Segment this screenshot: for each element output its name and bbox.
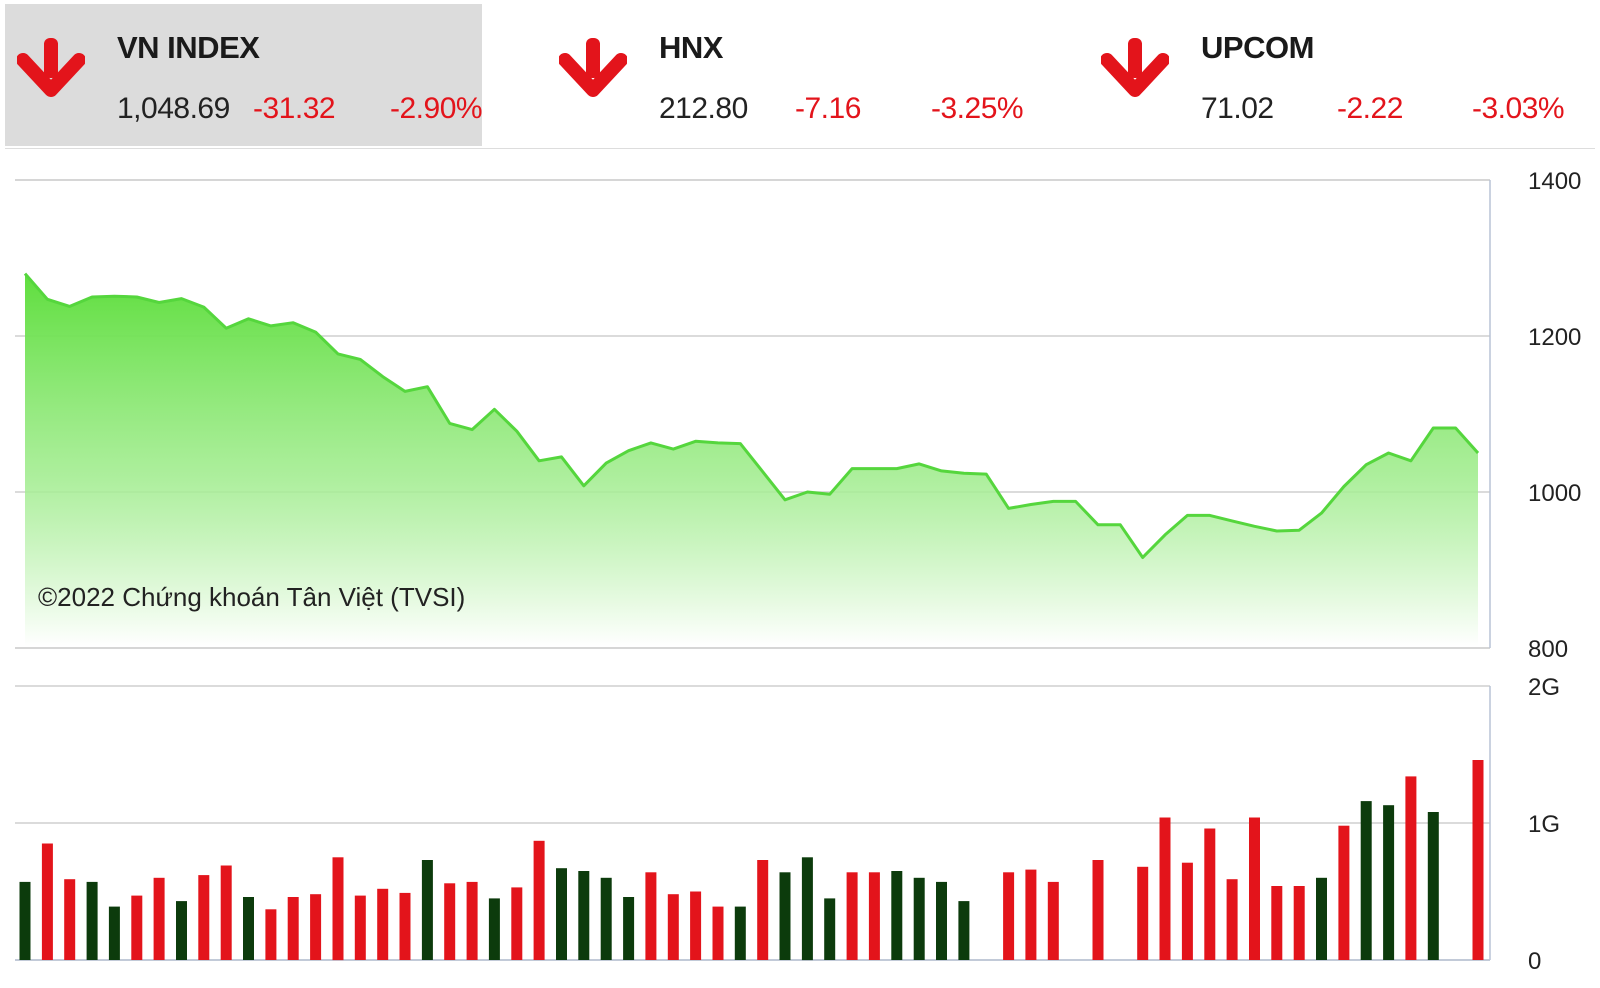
volume-bar: [64, 879, 76, 960]
volume-bar: [332, 857, 344, 961]
price-tick-label: 1200: [1528, 324, 1581, 351]
volume-bar: [176, 901, 187, 960]
index-header: VN INDEX 1,048.69 -31.32 -2.90% HNX 212.…: [0, 0, 1600, 152]
volume-bar: [399, 892, 411, 960]
index-change: -2.22: [1337, 92, 1403, 125]
volume-bar: [1137, 866, 1149, 960]
volume-bar: [958, 901, 970, 960]
down-arrow-icon: [559, 38, 627, 97]
volume-bar: [600, 877, 612, 960]
volume-bar: [354, 895, 366, 960]
volume-bar: [1271, 886, 1283, 960]
price-line: [23, 272, 1480, 559]
volume-bar: [153, 877, 165, 960]
index-change-pct: -2.90%: [390, 92, 483, 125]
index-panel-upcom[interactable]: UPCOM 71.02 -2.22 -3.03%: [1089, 4, 1597, 146]
index-value: 71.02: [1201, 92, 1274, 125]
volume-bar: [936, 881, 947, 960]
index-change: -31.32: [253, 92, 336, 125]
volume-bar: [712, 906, 724, 960]
header-divider: [5, 148, 1595, 149]
volume-bar: [824, 898, 836, 960]
volume-bar: [1249, 817, 1260, 960]
volume-bar: [757, 860, 769, 960]
volume-bar: [1025, 869, 1037, 960]
volume-bar: [377, 888, 389, 960]
down-arrow-icon: [1101, 38, 1169, 97]
volume-bar: [310, 894, 322, 960]
price-tick-label: 1000: [1528, 480, 1581, 507]
volume-bar: [220, 865, 232, 960]
price-tick-label: 800: [1528, 636, 1568, 663]
volume-bar: [1293, 886, 1305, 960]
index-change: -7.16: [795, 92, 861, 125]
volume-bar: [1316, 877, 1327, 960]
volume-bar: [556, 868, 567, 960]
volume-bar: [1427, 812, 1439, 960]
volume-bar: [623, 897, 635, 960]
volume-bar: [131, 895, 143, 960]
volume-bar: [41, 843, 53, 960]
index-name: UPCOM: [1201, 30, 1314, 65]
down-arrow-icon: [17, 38, 85, 97]
volume-bar: [287, 897, 299, 960]
index-value: 1,048.69: [117, 92, 230, 125]
volume-bar: [86, 881, 98, 960]
volume-grid: [15, 685, 1491, 961]
volume-bar: [578, 871, 590, 960]
volume-bar: [1047, 881, 1059, 960]
index-change-pct: -3.03%: [1472, 92, 1565, 125]
volume-bar: [466, 881, 478, 960]
volume-bar: [421, 860, 433, 960]
volume-bar: [1338, 825, 1350, 960]
volume-bars: [19, 760, 1484, 961]
index-name: HNX: [659, 30, 723, 65]
index-name: VN INDEX: [117, 30, 260, 65]
volume-bar: [846, 872, 858, 960]
volume-tick-label: 1G: [1528, 811, 1560, 838]
index-change-pct: -3.25%: [931, 92, 1024, 125]
volume-bar: [1181, 862, 1193, 960]
volume-bar: [645, 872, 657, 960]
index-value: 212.80: [659, 92, 748, 125]
volume-bar: [108, 906, 120, 960]
volume-bar: [1159, 817, 1171, 960]
volume-bar: [868, 872, 880, 960]
volume-tick-label: 2G: [1528, 674, 1560, 701]
volume-bar: [1226, 879, 1238, 960]
volume-bar: [243, 897, 254, 960]
volume-bar: [1092, 860, 1104, 960]
volume-bar: [779, 872, 791, 960]
volume-bar: [801, 857, 813, 961]
volume-bar: [1405, 776, 1417, 960]
volume-bar: [891, 871, 903, 960]
copyright-watermark: ©2022 Chứng khoán Tân Việt (TVSI): [38, 582, 465, 612]
volume-bar: [19, 881, 31, 960]
index-panel-hnx[interactable]: HNX 212.80 -7.16 -3.25%: [547, 4, 1027, 146]
volume-tick-label: 0: [1528, 948, 1541, 975]
volume-bar: [690, 891, 702, 960]
index-panel-vnindex[interactable]: VN INDEX 1,048.69 -31.32 -2.90%: [5, 4, 483, 146]
volume-axis: 2G 1G 0: [1528, 674, 1560, 975]
volume-bar: [1472, 760, 1484, 960]
volume-bar: [198, 875, 210, 960]
volume-bar: [1383, 805, 1395, 960]
volume-bar: [265, 909, 277, 960]
volume-bar: [1003, 872, 1015, 960]
volume-bar: [667, 894, 679, 960]
volume-bar: [444, 883, 456, 960]
volume-bar: [1204, 828, 1216, 960]
price-tick-label: 1400: [1528, 168, 1581, 195]
volume-bar: [533, 840, 545, 960]
volume-bar: [734, 906, 746, 960]
volume-bar: [1360, 801, 1372, 960]
volume-bar: [488, 898, 500, 960]
price-axis: 1400 1200 1000 800: [1528, 168, 1581, 663]
volume-bar: [913, 877, 925, 960]
volume-bar: [511, 887, 523, 960]
